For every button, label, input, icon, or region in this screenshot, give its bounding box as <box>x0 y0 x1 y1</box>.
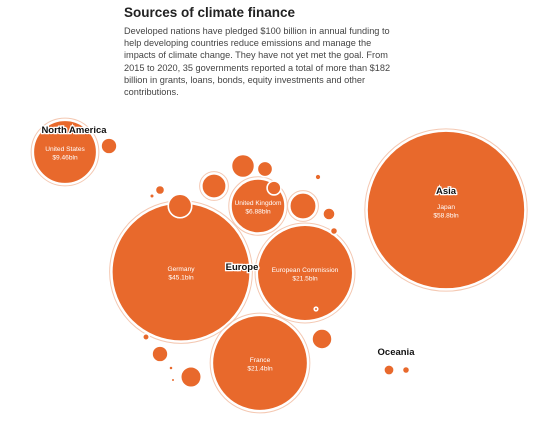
bubble-europe-9 <box>179 365 203 389</box>
bubble-europe-7 <box>167 193 193 219</box>
bubble-europe-14 <box>322 207 336 221</box>
country-value-united-states: $9.46bln <box>52 155 78 162</box>
bubble-europe-18 <box>314 173 322 181</box>
region-label-asia: Asia <box>436 186 457 197</box>
country-name-france: France <box>250 357 271 364</box>
bubble-europe-19 <box>148 192 156 200</box>
bubble-europe-10 <box>311 328 333 350</box>
region-group-north-america <box>30 117 118 187</box>
country-value-france: $21.4bln <box>247 366 273 373</box>
chart-title: Sources of climate finance <box>124 5 296 20</box>
bubble-europe-16 <box>329 226 339 236</box>
bubble-european-commission <box>256 224 354 322</box>
bubble-europe-20 <box>168 365 174 371</box>
country-name-united-kingdom: United Kingdom <box>235 200 282 207</box>
bubble-north-america-2 <box>100 137 118 155</box>
region-label-europe: Europe <box>226 262 259 273</box>
country-value-european-commission: $21.5bln <box>292 276 318 283</box>
chart-subtitle: Developed nations have pledged $100 bill… <box>124 26 391 98</box>
bubble-oceania-2 <box>401 365 411 375</box>
country-name-japan: Japan <box>437 204 455 211</box>
bubble-france <box>211 314 309 412</box>
bubble-europe-6 <box>201 173 227 199</box>
country-name-european-commission: European Commission <box>272 267 339 274</box>
bubble-halo-japan <box>364 128 528 292</box>
region-label-oceania: Oceania <box>378 347 416 358</box>
bubble-europe-21 <box>313 306 319 312</box>
bubble-europe-12 <box>256 160 274 178</box>
bubble-europe-11 <box>151 345 169 363</box>
region-label-north-america: North America <box>41 125 107 136</box>
bubble-united-states <box>32 119 98 185</box>
region-group-oceania <box>383 364 411 376</box>
bubble-europe-8 <box>230 153 256 179</box>
bubble-europe-13 <box>266 180 282 196</box>
country-value-germany: $45.1bln <box>168 275 194 282</box>
bubble-europe-22 <box>170 377 176 383</box>
bubble-europe-5 <box>288 191 318 221</box>
bubble-oceania-1 <box>383 364 395 376</box>
country-value-japan: $58.8bln <box>433 213 459 220</box>
country-name-germany: Germany <box>167 266 195 273</box>
bubble-japan <box>366 130 526 290</box>
bubble-halo-european-commission <box>254 222 356 324</box>
country-name-united-states: United States <box>45 146 85 153</box>
bubble-europe-17 <box>141 332 151 342</box>
bubble-halo-united-states <box>30 117 100 187</box>
bubble-europe-15 <box>154 184 166 196</box>
bubble-halo-europe-5 <box>287 190 319 222</box>
region-group-asia <box>364 128 528 292</box>
region-group-europe <box>109 153 356 414</box>
labels-layer: United States $9.46bln North America Japan $… <box>40 124 459 373</box>
country-value-united-kingdom: $6.88bln <box>245 209 271 216</box>
bubble-halo-france <box>209 312 311 414</box>
bubble-halo-europe-6 <box>199 171 229 201</box>
